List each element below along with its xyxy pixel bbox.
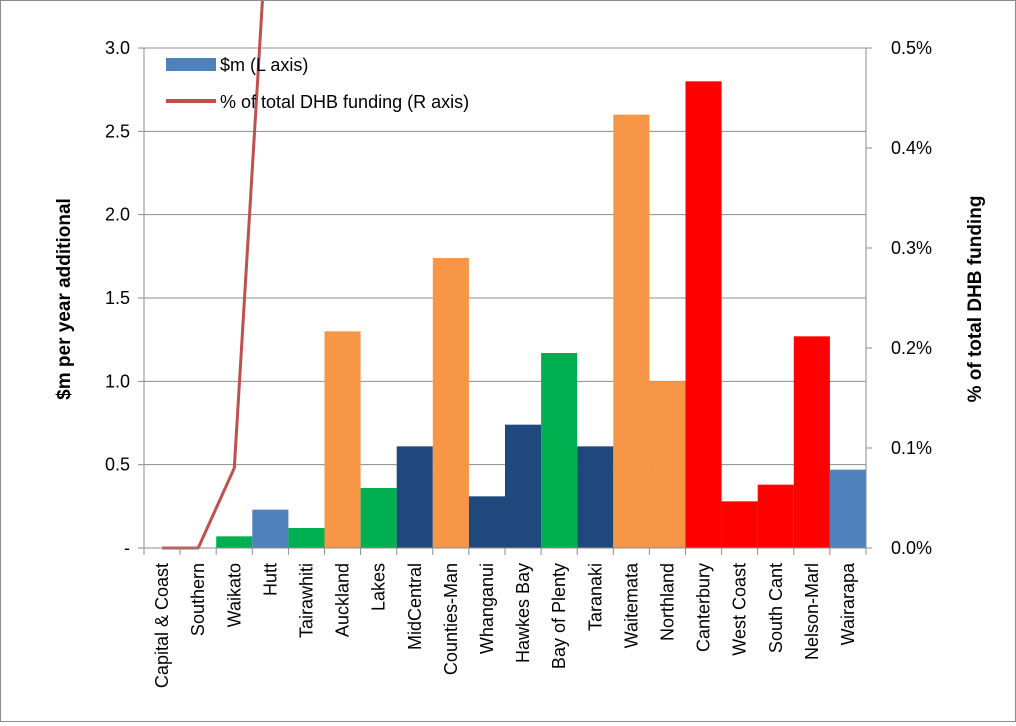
left-tick-label: 3.0 — [105, 38, 130, 58]
left-tick-label: 0.5 — [105, 455, 130, 475]
category-label: Taranaki — [585, 563, 605, 631]
category-label: Auckland — [333, 563, 353, 637]
left-tick-label: 2.5 — [105, 121, 130, 141]
bar — [721, 501, 758, 548]
right-tick-label: 0.0% — [891, 538, 932, 558]
bar — [793, 336, 830, 548]
category-label: Hutt — [260, 563, 280, 596]
bar — [685, 81, 722, 548]
bar — [505, 424, 542, 548]
left-tick-label: 2.0 — [105, 205, 130, 225]
gridlines — [144, 47, 866, 466]
category-label: Hawkes Bay — [513, 563, 533, 663]
category-label: South Cant — [766, 563, 786, 653]
bar-series — [216, 81, 866, 549]
bar — [649, 381, 686, 548]
category-label: Bay of Plenty — [549, 563, 569, 669]
left-axis-title: $m per year additional — [54, 198, 75, 400]
category-label: West Coast — [730, 563, 750, 656]
category-labels: Capital & Coast Southern Waikato Hutt Tairaw… — [152, 562, 858, 688]
bar — [432, 258, 469, 548]
legend-bar-swatch — [166, 58, 216, 71]
bar — [324, 331, 361, 548]
legend: $m (L axis) % of total DHB funding (R ax… — [166, 55, 469, 112]
category-label: Tairawhiti — [297, 563, 317, 638]
right-axis-ticks: 0.0% 0.1% 0.2% 0.3% 0.4% 0.5% — [866, 38, 932, 558]
category-label: Canterbury — [694, 563, 714, 652]
category-label: Lakes — [369, 563, 389, 611]
legend-bar-label: $m (L axis) — [220, 55, 308, 75]
bar — [252, 509, 289, 548]
category-label: Capital & Coast — [152, 563, 172, 688]
bar — [216, 536, 253, 548]
legend-line-label: % of total DHB funding (R axis) — [220, 92, 469, 112]
bar — [288, 528, 325, 548]
bar — [360, 488, 397, 548]
left-tick-label: - — [124, 538, 130, 558]
right-axis-title: % of total DHB funding — [965, 196, 986, 403]
category-label: Southern — [188, 563, 208, 636]
left-axis-ticks: - 0.5 1.0 1.5 2.0 2.5 3.0 — [105, 38, 144, 558]
category-label: Wairarapa — [838, 562, 858, 645]
left-tick-label: 1.5 — [105, 288, 130, 308]
category-label: Waitemata — [621, 562, 641, 648]
category-label: MidCentral — [405, 563, 425, 650]
right-tick-label: 0.3% — [891, 238, 932, 258]
category-label: Waikato — [224, 563, 244, 627]
category-label: Northland — [658, 563, 678, 641]
right-tick-label: 0.5% — [891, 38, 932, 58]
bar — [757, 484, 794, 548]
category-label: Counties-Man — [441, 563, 461, 675]
category-label: Whanganui — [477, 563, 497, 654]
bar — [468, 496, 505, 548]
left-tick-label: 1.0 — [105, 371, 130, 391]
bar — [829, 469, 866, 548]
right-tick-label: 0.2% — [891, 338, 932, 358]
category-label: Nelson-Marl — [802, 563, 822, 660]
bar — [577, 446, 614, 548]
bar — [396, 446, 433, 548]
bar — [613, 114, 650, 549]
right-tick-label: 0.4% — [891, 138, 932, 158]
bar — [541, 353, 578, 548]
right-tick-label: 0.1% — [891, 438, 932, 458]
